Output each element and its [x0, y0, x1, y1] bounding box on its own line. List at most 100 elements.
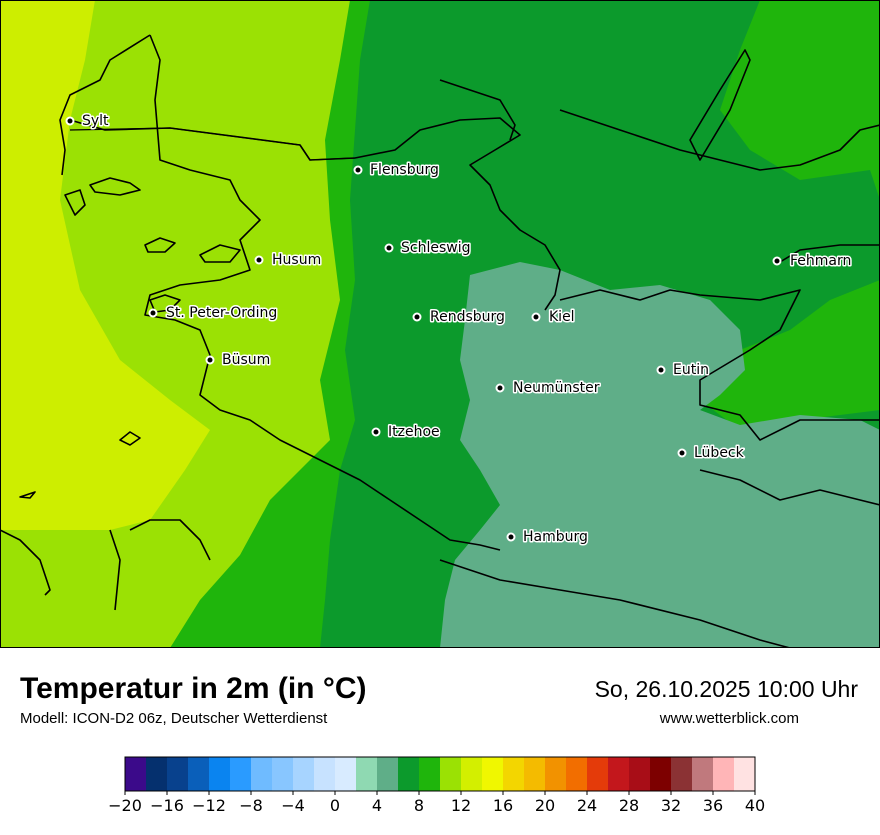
- city-label: Kiel: [549, 309, 575, 325]
- country-border: [69, 127, 356, 161]
- legend-swatch: [671, 757, 693, 791]
- legend-swatch: [482, 757, 504, 791]
- city-kiel: Kiel: [531, 308, 576, 327]
- city-marker: [254, 255, 264, 265]
- legend-swatch: [440, 757, 462, 791]
- legend-swatch: [293, 757, 315, 791]
- legend-swatch: [650, 757, 672, 791]
- temperature-map: Sylt Flensburg Schleswig Husum St. Peter…: [0, 0, 880, 648]
- city-marker: [495, 383, 505, 393]
- city-marker: [205, 355, 215, 365]
- city-marker: [506, 532, 516, 542]
- city-marker: [353, 165, 363, 175]
- legend-scale: −20 −16 −12 −8 −4 0 4 8 12 16 20 24 28 32 36 40: [108, 756, 765, 815]
- legend-swatch: [545, 757, 567, 791]
- map-canvas: Sylt Flensburg Schleswig Husum St. Peter…: [0, 0, 880, 648]
- legend-swatch: [713, 757, 735, 791]
- city-label: Hamburg: [523, 529, 588, 545]
- legend-swatch: [314, 757, 336, 791]
- legend-swatch: [377, 757, 399, 791]
- city-marker: [531, 312, 541, 322]
- city-label: Büsum: [222, 352, 270, 368]
- legend-swatch: [461, 757, 483, 791]
- legend-swatch: [398, 757, 420, 791]
- city-label: Eutin: [673, 362, 709, 378]
- city-label: St. Peter-Ording: [166, 305, 277, 321]
- legend-swatch: [167, 757, 189, 791]
- map-title: Temperatur in 2m (in °C): [20, 672, 367, 705]
- city-hamburg: Hamburg: [506, 528, 589, 547]
- legend-frame: [124, 756, 756, 792]
- city-itzehoe: Itzehoe: [371, 423, 441, 442]
- color-legend: −20 −16 −12 −8 −4 0 4 8 12 16 20 24 28 32 36 40: [0, 753, 880, 830]
- city-flensburg: Flensburg: [353, 161, 440, 180]
- city-buesum: Büsum: [205, 351, 272, 370]
- legend-tick-label: 32: [661, 796, 681, 815]
- legend-tick-label: −16: [150, 796, 184, 815]
- model-info: Modell: ICON-D2 06z, Deutscher Wetterdie…: [20, 710, 328, 727]
- legend-swatch: [419, 757, 441, 791]
- city-label: Schleswig: [401, 240, 470, 256]
- legend-swatch: [209, 757, 231, 791]
- city-eutin: Eutin: [656, 361, 710, 380]
- city-label: Lübeck: [694, 445, 745, 461]
- legend-swatch: [230, 757, 252, 791]
- legend-tick-label: 4: [372, 796, 382, 815]
- city-marker: [677, 448, 687, 458]
- legend-tick-label: 16: [493, 796, 513, 815]
- legend-tick-label: −12: [192, 796, 226, 815]
- city-label: Sylt: [82, 113, 109, 129]
- legend-swatch: [146, 757, 168, 791]
- city-marker: [384, 243, 394, 253]
- legend-tick-label: 8: [414, 796, 424, 815]
- legend-swatch: [125, 757, 147, 791]
- legend-tick-label: 20: [535, 796, 555, 815]
- legend-swatch: [587, 757, 609, 791]
- legend-swatch: [356, 757, 378, 791]
- legend-swatch: [335, 757, 357, 791]
- city-label: Itzehoe: [388, 424, 440, 440]
- legend-swatch: [692, 757, 714, 791]
- city-rendsburg: Rendsburg: [412, 308, 506, 327]
- city-neumuenster: Neumünster: [495, 379, 601, 398]
- legend-tick-label: −8: [239, 796, 263, 815]
- legend-swatch: [251, 757, 273, 791]
- city-husum: Husum: [254, 251, 323, 270]
- city-marker: [772, 256, 782, 266]
- legend-swatch: [188, 757, 210, 791]
- city-marker: [148, 308, 158, 318]
- city-sylt: Sylt: [65, 112, 111, 131]
- legend-tick-label: −4: [281, 796, 305, 815]
- legend-swatch: [503, 757, 525, 791]
- legend-tick-label: 28: [619, 796, 639, 815]
- legend-tick-label: 36: [703, 796, 723, 815]
- city-label: Husum: [272, 252, 321, 268]
- city-marker: [412, 312, 422, 322]
- city-label: Neumünster: [513, 380, 600, 396]
- zone-13-14: [440, 262, 880, 648]
- legend-tick-label: 12: [451, 796, 471, 815]
- forecast-datetime: So, 26.10.2025 10:00 Uhr: [594, 676, 858, 702]
- city-st-peter-ording: St. Peter-Ording: [148, 304, 279, 323]
- zone-9-10: [0, 0, 210, 530]
- legend-swatch: [272, 757, 294, 791]
- city-fehmarn: Fehmarn: [772, 252, 853, 271]
- legend-swatch: [734, 757, 756, 791]
- city-marker: [65, 116, 75, 126]
- city-marker: [656, 365, 666, 375]
- legend-tick-label: 24: [577, 796, 597, 815]
- city-luebeck: Lübeck: [677, 444, 746, 463]
- legend-swatch: [524, 757, 546, 791]
- legend-tick-label: 0: [330, 796, 340, 815]
- legend-swatch: [629, 757, 651, 791]
- city-label: Rendsburg: [430, 309, 505, 325]
- legend-swatch: [566, 757, 588, 791]
- website-link[interactable]: www.wetterblick.com: [659, 710, 799, 727]
- city-schleswig: Schleswig: [384, 239, 472, 258]
- city-marker: [371, 427, 381, 437]
- legend-tick-label: −20: [108, 796, 142, 815]
- city-label: Fehmarn: [790, 253, 851, 269]
- city-label: Flensburg: [370, 162, 439, 178]
- legend-swatch: [608, 757, 630, 791]
- footer: Temperatur in 2m (in °C) Modell: ICON-D2…: [0, 648, 880, 830]
